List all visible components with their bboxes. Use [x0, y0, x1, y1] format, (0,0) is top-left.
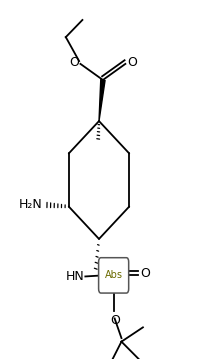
Text: H₂N: H₂N	[19, 198, 42, 211]
Text: HN: HN	[66, 270, 84, 283]
Text: O: O	[69, 55, 79, 69]
Polygon shape	[99, 79, 105, 121]
Text: O: O	[128, 55, 138, 69]
Text: O: O	[111, 314, 121, 327]
FancyBboxPatch shape	[99, 258, 129, 293]
Text: O: O	[140, 267, 150, 280]
Text: Abs: Abs	[105, 270, 123, 280]
